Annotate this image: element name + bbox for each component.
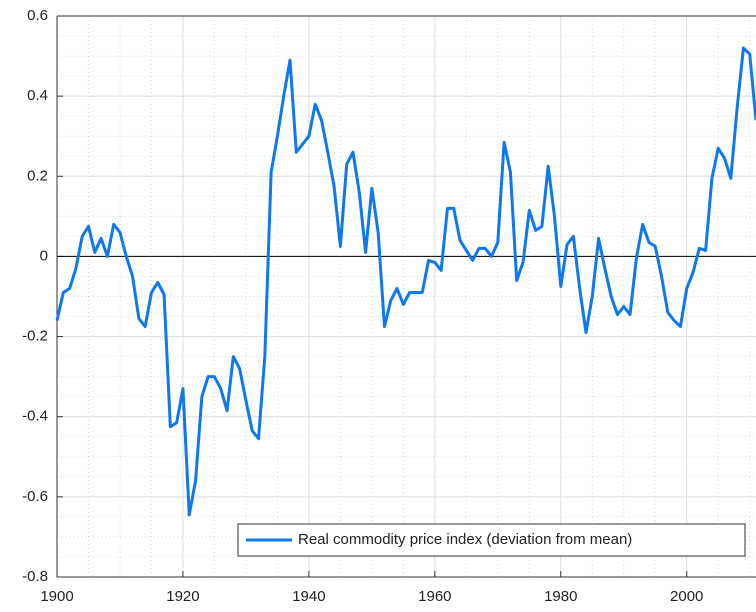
legend-label: Real commodity price index (deviation fr… bbox=[298, 531, 632, 548]
x-tick-label: 1900 bbox=[40, 588, 73, 605]
y-tick-label: 0.6 bbox=[27, 7, 48, 24]
x-tick-label: 1940 bbox=[292, 588, 325, 605]
series-line bbox=[55, 46, 756, 517]
axes-frame bbox=[56, 15, 756, 578]
y-tick-label: -0.6 bbox=[22, 488, 48, 505]
x-tick-label: 2000 bbox=[670, 588, 703, 605]
y-tick-label: 0 bbox=[40, 247, 48, 264]
y-tick-label: -0.4 bbox=[22, 408, 48, 425]
legend-box bbox=[237, 523, 746, 557]
x-tick-label: 1960 bbox=[418, 588, 451, 605]
y-tick-label: 0.4 bbox=[27, 87, 48, 104]
x-tick-label: 1980 bbox=[544, 588, 577, 605]
y-tick-label: -0.8 bbox=[22, 568, 48, 585]
x-tick-label: 1920 bbox=[166, 588, 199, 605]
y-tick-label: 0.2 bbox=[27, 167, 48, 184]
legend: Real commodity price index (deviation fr… bbox=[237, 523, 746, 557]
y-tick-label: -0.2 bbox=[22, 328, 48, 345]
